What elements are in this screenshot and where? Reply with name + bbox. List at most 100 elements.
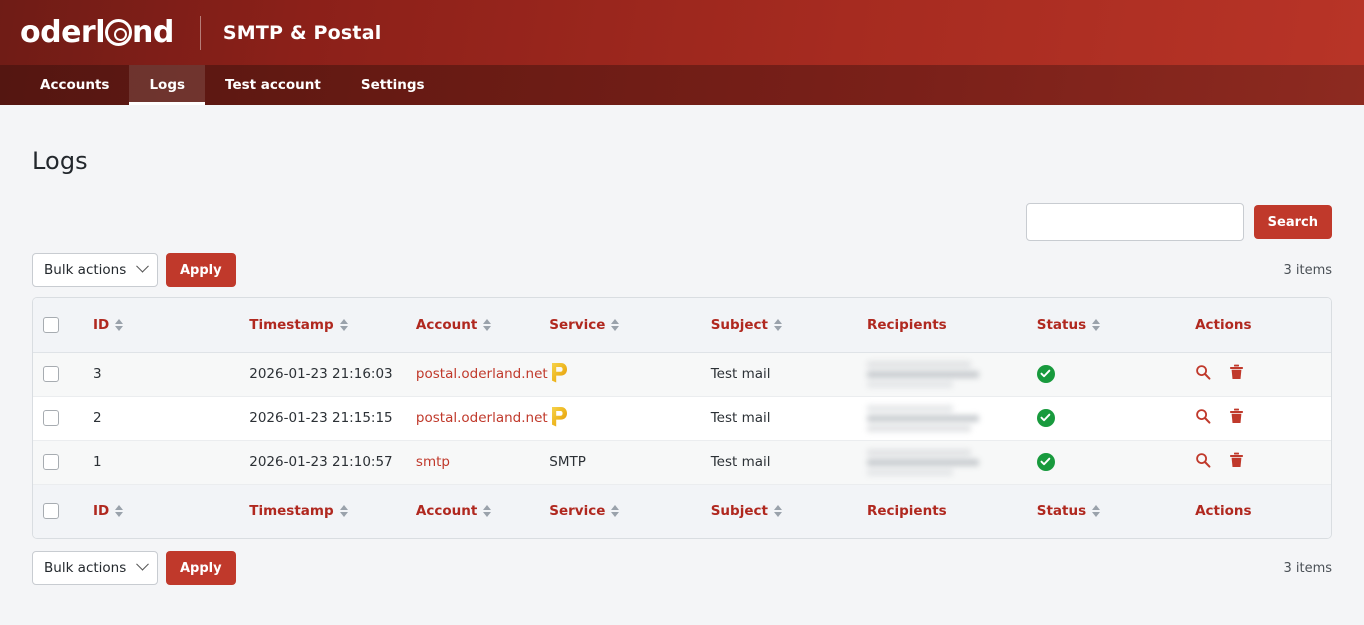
- column-header-account-label: Account: [415, 316, 478, 333]
- column-footer-subject[interactable]: Subject: [700, 483, 857, 538]
- bulk-actions-select-top[interactable]: Bulk actions: [32, 253, 158, 287]
- column-footer-recipients: Recipients: [856, 483, 1027, 538]
- column-header-account[interactable]: Account: [405, 298, 540, 353]
- column-footer-timestamp-label: Timestamp: [249, 503, 334, 520]
- column-header-status[interactable]: Status: [1026, 298, 1186, 353]
- bulk-actions-row-bottom: Bulk actions Apply 3 items: [32, 551, 1332, 585]
- apply-button-top[interactable]: Apply: [166, 253, 236, 287]
- redacted-recipients: [866, 448, 1017, 476]
- search-icon[interactable]: [1195, 408, 1211, 424]
- column-header-service[interactable]: Service: [539, 298, 701, 353]
- sort-arrows-icon[interactable]: [611, 505, 620, 518]
- column-footer-status-label: Status: [1036, 503, 1087, 520]
- column-footer-status[interactable]: Status: [1026, 483, 1186, 538]
- table-row: 1 2026-01-23 21:10:57 smtp SMTP Test mai…: [33, 440, 1331, 485]
- main-navigation: Accounts Logs Test account Settings: [0, 65, 1364, 105]
- top-brand-bar: oderl nd SMTP & Postal: [0, 0, 1364, 65]
- row-checkbox[interactable]: [43, 410, 59, 426]
- table-header: ID Timestamp Account: [33, 298, 1331, 353]
- cell-id: 1: [83, 440, 240, 485]
- row-select-cell: [33, 352, 83, 397]
- apply-button-bottom[interactable]: Apply: [166, 551, 236, 585]
- search-icon[interactable]: [1195, 364, 1211, 380]
- search-row: Search: [32, 203, 1332, 241]
- select-all-checkbox-bottom[interactable]: [43, 503, 59, 520]
- trash-icon[interactable]: [1229, 408, 1244, 424]
- sort-arrows-icon[interactable]: [339, 505, 348, 518]
- logo-text-after: nd: [132, 14, 174, 50]
- column-footer-recipients-label: Recipients: [866, 503, 947, 520]
- select-all-checkbox-top[interactable]: [43, 316, 59, 333]
- account-link[interactable]: smtp: [415, 454, 450, 470]
- trash-icon[interactable]: [1229, 364, 1244, 380]
- cell-id: 3: [83, 352, 240, 397]
- cell-timestamp: 2026-01-23 21:15:15: [239, 396, 406, 441]
- tab-settings-label: Settings: [360, 77, 425, 93]
- cell-actions: [1185, 440, 1331, 485]
- column-header-id-label: ID: [93, 316, 110, 333]
- column-header-id[interactable]: ID: [83, 298, 240, 353]
- sort-arrows-icon[interactable]: [483, 318, 492, 331]
- tab-test-account-label: Test account: [225, 77, 321, 93]
- search-button[interactable]: Search: [1253, 205, 1332, 239]
- sort-arrows-icon[interactable]: [611, 318, 620, 331]
- column-footer-actions-label: Actions: [1195, 503, 1252, 520]
- check-circle-icon: [1036, 452, 1055, 471]
- tab-accounts[interactable]: Accounts: [20, 65, 129, 105]
- cell-subject: Test mail: [700, 352, 857, 397]
- sort-arrows-icon[interactable]: [339, 318, 348, 331]
- cell-subject: Test mail: [700, 396, 857, 441]
- column-footer-timestamp[interactable]: Timestamp: [239, 483, 406, 538]
- items-count-top: 3 items: [1283, 262, 1332, 278]
- column-footer-subject-label: Subject: [710, 503, 768, 520]
- items-count-bottom: 3 items: [1283, 560, 1332, 576]
- cell-id: 2: [83, 396, 240, 441]
- column-footer-id-label: ID: [93, 503, 110, 520]
- cell-recipients: [856, 352, 1027, 397]
- bulk-actions-row-top: Bulk actions Apply 3 items: [32, 253, 1332, 287]
- search-icon[interactable]: [1195, 452, 1211, 468]
- row-select-cell: [33, 440, 83, 485]
- column-footer-service-label: Service: [549, 503, 606, 520]
- cell-recipients: [856, 396, 1027, 441]
- row-checkbox[interactable]: [43, 366, 59, 382]
- sort-arrows-icon[interactable]: [483, 505, 492, 518]
- bulk-actions-select-bottom[interactable]: Bulk actions: [32, 551, 158, 585]
- brand-logo[interactable]: oderl nd: [20, 14, 174, 50]
- account-link[interactable]: postal.oderland.net: [415, 410, 548, 426]
- bulk-actions-left-top: Bulk actions Apply: [32, 253, 236, 287]
- column-footer-account[interactable]: Account: [405, 483, 540, 538]
- cell-account: smtp: [405, 440, 540, 485]
- column-footer-service[interactable]: Service: [539, 483, 701, 538]
- row-checkbox[interactable]: [43, 454, 59, 470]
- sort-arrows-icon[interactable]: [1092, 318, 1101, 331]
- column-header-subject[interactable]: Subject: [700, 298, 857, 353]
- tab-test-account[interactable]: Test account: [205, 65, 341, 105]
- sort-arrows-icon[interactable]: [115, 505, 124, 518]
- column-header-timestamp[interactable]: Timestamp: [239, 298, 406, 353]
- column-footer-id[interactable]: ID: [83, 483, 240, 538]
- page-title: Logs: [32, 147, 88, 175]
- column-header-actions: Actions: [1185, 298, 1331, 353]
- page-content: Logs Search Bulk actions Apply 3 items: [0, 147, 1364, 585]
- tab-logs[interactable]: Logs: [129, 65, 206, 105]
- bulk-actions-select-wrap-bottom: Bulk actions: [32, 551, 158, 585]
- trash-icon[interactable]: [1229, 452, 1244, 468]
- sort-arrows-icon[interactable]: [773, 505, 782, 518]
- sort-arrows-icon[interactable]: [1092, 505, 1101, 518]
- cell-account: postal.oderland.net: [405, 352, 548, 397]
- cell-timestamp: 2026-01-23 21:10:57: [239, 440, 406, 485]
- sort-arrows-icon[interactable]: [115, 318, 124, 331]
- search-input[interactable]: [1025, 203, 1244, 241]
- table-footer-row: ID Timestamp Account: [33, 483, 1331, 538]
- sort-arrows-icon[interactable]: [773, 318, 782, 331]
- cell-status: [1026, 396, 1186, 441]
- column-header-recipients: Recipients: [856, 298, 1027, 353]
- cell-account: postal.oderland.net: [405, 396, 548, 441]
- cell-recipients: [856, 440, 1027, 485]
- account-link[interactable]: postal.oderland.net: [415, 366, 548, 382]
- tab-settings[interactable]: Settings: [341, 65, 445, 105]
- column-header-actions-label: Actions: [1195, 316, 1252, 333]
- cell-actions: [1185, 352, 1331, 397]
- cell-actions: [1185, 396, 1331, 441]
